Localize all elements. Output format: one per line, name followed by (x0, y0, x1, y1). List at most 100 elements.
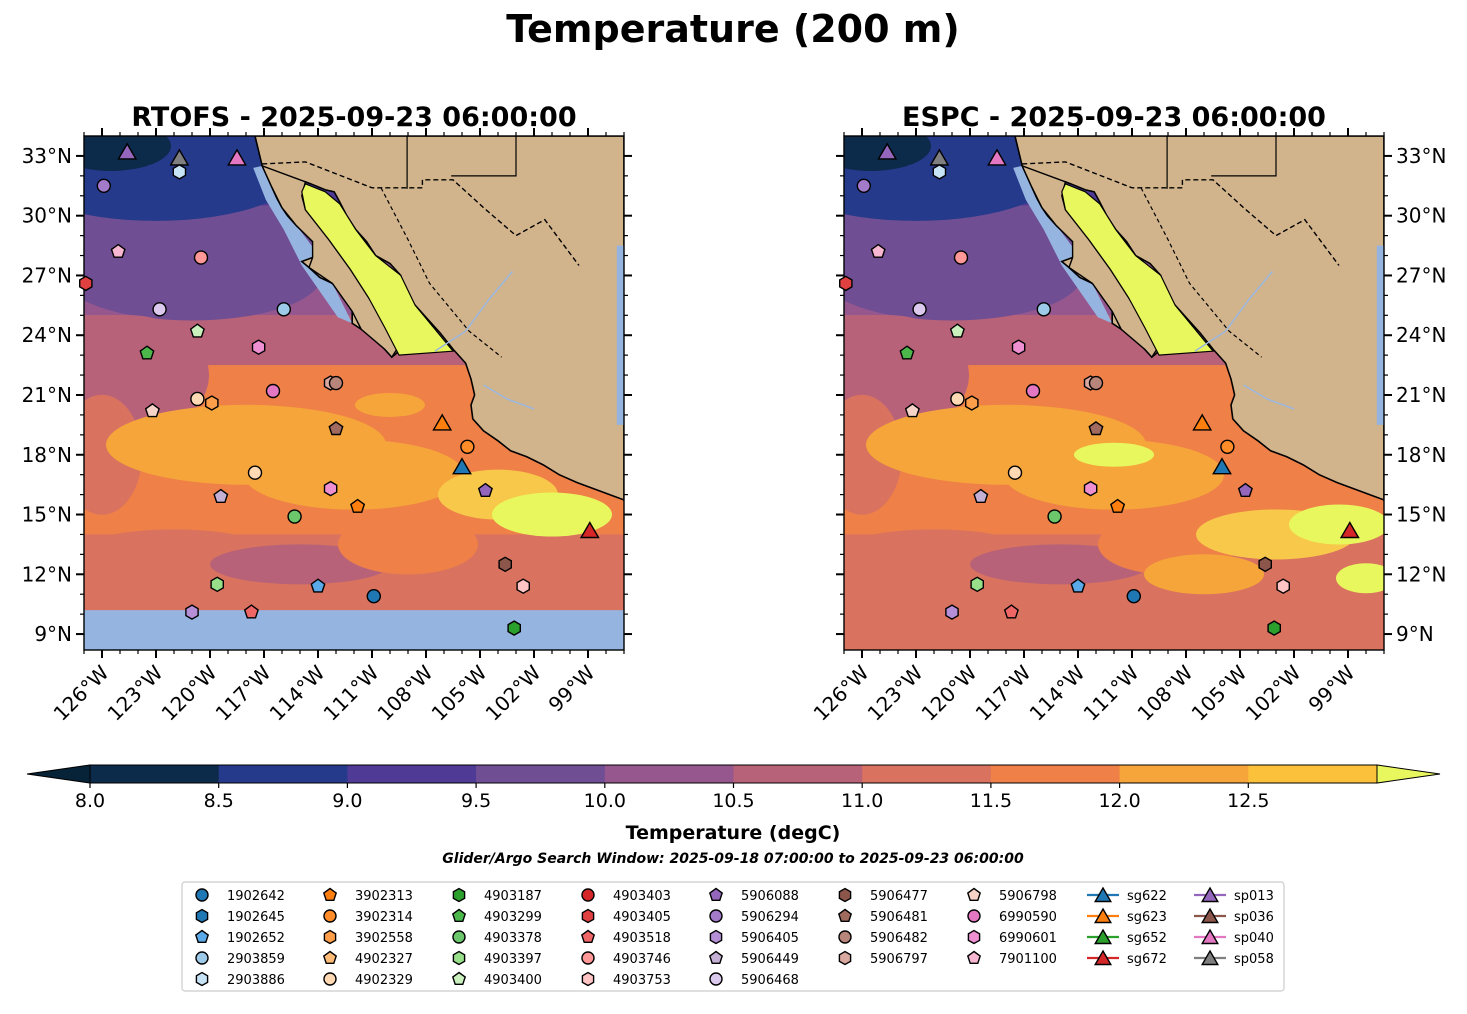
lon-tick-label: 120°W (157, 660, 222, 725)
colorbar-segment (1248, 765, 1378, 783)
colorbar-segment (347, 765, 477, 783)
colorbar-tick-label: 10.5 (712, 790, 754, 812)
legend-marker (581, 971, 595, 987)
state-border (1140, 187, 1262, 358)
obs-marker-sg622 (452, 457, 472, 475)
legend-marker (1093, 886, 1113, 903)
colorbar-segment (90, 765, 220, 783)
us-state-line (1211, 136, 1277, 177)
obs-marker-4903400 (949, 323, 965, 338)
legend-label: 4903187 (484, 889, 542, 904)
colorbar-over-arrow (1376, 764, 1441, 784)
legend-label: 4903405 (613, 910, 671, 925)
obs-marker-5906405 (945, 604, 959, 620)
legend-marker (1093, 949, 1113, 966)
lon-tick-label: 117°W (211, 660, 276, 725)
colorbar-segment (604, 765, 734, 783)
legend-marker (1200, 886, 1220, 903)
obs-marker-5906468 (152, 302, 167, 317)
legend-label: 4903403 (613, 889, 671, 904)
lon-tick-label: 111°W (319, 660, 384, 725)
legend-marker (451, 908, 467, 922)
legend-label: sp040 (1234, 931, 1274, 946)
obs-marker-sp013 (117, 142, 138, 160)
field-patch (1004, 439, 1224, 510)
obs-marker-4902329 (1007, 465, 1023, 480)
lat-tick-label: 30°N (22, 204, 72, 228)
lon-tick-label: 117°W (971, 660, 1036, 725)
lat-tick-label: 33°N (22, 144, 72, 168)
obs-marker-7901100 (110, 243, 126, 258)
legend-label: sg652 (1127, 931, 1167, 946)
obs-marker-5906477 (1258, 556, 1273, 573)
obs-marker-5906088 (1237, 482, 1253, 497)
obs-marker-4902329 (950, 391, 965, 407)
obs-marker-4903378 (1047, 509, 1062, 524)
legend-marker (323, 909, 337, 923)
lon-tick-label: 105°W (427, 660, 492, 725)
obs-marker-6990601 (1011, 339, 1026, 356)
coastal-shelf (253, 165, 353, 324)
obs-marker-sg623 (1192, 413, 1213, 431)
legend-marker (322, 887, 338, 901)
legend-marker (1093, 928, 1113, 945)
obs-marker-1902652 (1070, 578, 1086, 593)
obs-marker-3902313 (350, 498, 366, 513)
lat-tick-label: 12°N (1396, 562, 1446, 586)
legend-marker (195, 888, 209, 902)
colorbar-tick-label: 12.0 (1098, 790, 1140, 812)
legend-label: 5906088 (741, 889, 799, 904)
obs-marker-4902329 (190, 391, 205, 407)
colorbar-segment (862, 765, 992, 783)
obs-marker-2903886 (172, 164, 187, 180)
legend-marker (837, 908, 853, 922)
obs-marker-sp040 (987, 148, 1007, 166)
obs-marker-4903518 (243, 604, 259, 619)
legend-marker (452, 950, 466, 966)
legend-marker (452, 930, 466, 944)
obs-marker-7901100 (870, 243, 886, 258)
legend-marker (838, 950, 852, 966)
obs-marker-2903886 (932, 164, 947, 180)
colorbar-tick-label: 8.0 (75, 790, 105, 812)
field-patch (244, 439, 464, 510)
legend-marker (452, 887, 466, 903)
legend-label: 5906477 (870, 889, 928, 904)
obs-marker-5906798 (904, 403, 920, 418)
obs-marker-4902329 (247, 465, 263, 480)
obs-marker-6990590 (1025, 383, 1041, 399)
obs-marker-4903378 (287, 509, 302, 524)
obs-marker-6990590 (265, 383, 281, 399)
river (483, 384, 535, 410)
rtofs-map-panel: RTOFS - 2025-09-23 06:00:00 126°W123°W120… (22, 102, 632, 726)
colorbar-segment (1119, 765, 1249, 783)
panel-title: ESPC - 2025-09-23 06:00:00 (902, 102, 1326, 133)
espc-map-panel: ESPC - 2025-09-23 06:00:00 126°W123°W120°… (809, 102, 1447, 726)
legend-label: 5906481 (870, 910, 928, 925)
panel-title: RTOFS - 2025-09-23 06:00:00 (131, 102, 576, 133)
obs-marker-4903746 (953, 250, 969, 265)
figure-title: Temperature (200 m) (506, 7, 959, 51)
legend-marker (195, 908, 209, 924)
legend-marker (581, 908, 595, 924)
colorbar-segment (990, 765, 1121, 783)
obs-marker-3902314 (460, 439, 475, 454)
obs-marker-sg623 (432, 413, 453, 431)
obs-marker-5906449 (213, 488, 229, 503)
legend-label: 4902329 (355, 973, 413, 988)
legend-label: 4903378 (484, 931, 542, 946)
obs-marker-4903400 (189, 323, 205, 338)
obs-marker-1902642 (1126, 589, 1142, 604)
legend-label: 5906468 (741, 973, 799, 988)
legend-marker (581, 951, 595, 965)
lat-tick-label: 21°N (22, 383, 72, 407)
obs-marker-5906482 (328, 375, 344, 391)
legend-marker (708, 950, 724, 964)
no-data-band (84, 610, 624, 650)
lat-tick-label: 27°N (22, 263, 72, 287)
colorbar-tick-label: 10.0 (584, 790, 626, 812)
legend-label: sp036 (1234, 910, 1274, 925)
obs-marker-5906468 (912, 302, 927, 317)
river (1194, 270, 1273, 352)
